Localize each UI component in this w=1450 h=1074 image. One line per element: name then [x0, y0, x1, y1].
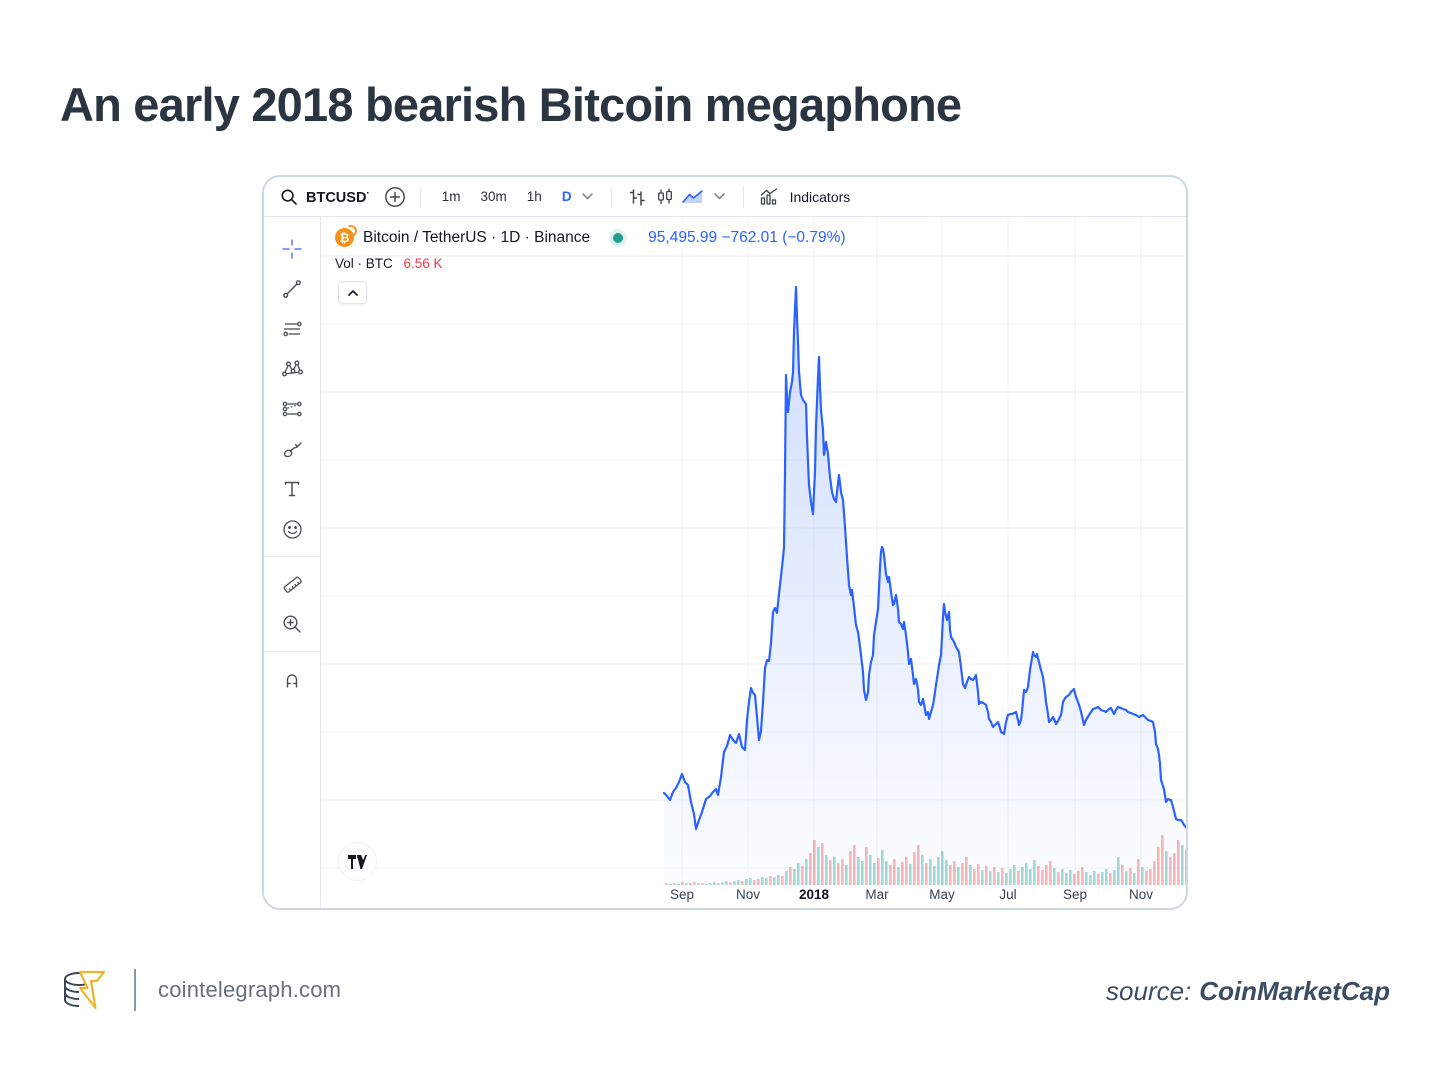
- time-axis[interactable]: Sep Nov 2018 Mar May Jul Sep Nov: [321, 883, 1186, 908]
- projection-tool-icon[interactable]: [264, 389, 320, 429]
- price-area-fill: [664, 287, 1186, 887]
- axis-label-may: May: [929, 887, 955, 902]
- axis-label-nov: Nov: [735, 887, 761, 902]
- xabcd-pattern-tool-icon[interactable]: [264, 349, 320, 389]
- axis-label-jul: Jul: [999, 887, 1017, 902]
- symbol-mark: ·: [366, 187, 370, 199]
- axis-label-sep: Sep: [1062, 887, 1088, 902]
- parallel-lines-tool-icon[interactable]: [264, 309, 320, 349]
- site-url: cointelegraph.com: [158, 977, 342, 1002]
- axis-label-sep: Sep: [669, 887, 695, 902]
- tradingview-panel: BTCUSD· 1m 30m 1h D: [262, 175, 1188, 910]
- trend-line-tool-icon[interactable]: [264, 269, 320, 309]
- ohlc-bars-style-icon[interactable]: [624, 184, 650, 210]
- timeframe-1d-active[interactable]: D: [561, 189, 572, 204]
- source-attribution: source: CoinMarketCap: [1106, 976, 1390, 1007]
- price-chart-svg: [321, 217, 1186, 887]
- indicators-icon[interactable]: [756, 184, 782, 210]
- emoji-tool-icon[interactable]: [264, 509, 320, 549]
- volume-label: Vol · BTC: [335, 256, 393, 271]
- measure-tool-icon[interactable]: [264, 564, 320, 604]
- collapse-legend-button[interactable]: [338, 281, 367, 304]
- symbol-search-button[interactable]: BTCUSD·: [306, 187, 370, 206]
- last-price: 95,495.99: [648, 228, 718, 246]
- axis-label-2018: 2018: [798, 887, 830, 902]
- toolbar-divider: [419, 185, 421, 208]
- source-name: CoinMarketCap: [1199, 976, 1390, 1006]
- crosshair-tool-icon[interactable]: [264, 229, 320, 269]
- indicators-button[interactable]: Indicators: [789, 188, 851, 205]
- search-icon[interactable]: [276, 184, 302, 210]
- rail-divider: [264, 556, 320, 557]
- toolbar-divider: [610, 185, 612, 208]
- bitcoin-icon: ₿: [335, 228, 354, 247]
- timeframe-1h[interactable]: 1h: [526, 189, 542, 204]
- price-line: [662, 285, 1186, 831]
- style-chevron-down-icon[interactable]: [713, 193, 725, 200]
- volume-bars: [665, 835, 1186, 885]
- price-change: −762.01 (−0.79%): [721, 228, 846, 246]
- chart-plot-area[interactable]: ₿ Bitcoin / TetherUS · 1D · Binance 95,4…: [321, 217, 1186, 908]
- timeframe-1m[interactable]: 1m: [441, 189, 461, 204]
- candlestick-style-icon[interactable]: [652, 184, 678, 210]
- footer-brand: cointelegraph.com: [58, 964, 341, 1016]
- zoom-in-tool-icon[interactable]: [264, 604, 320, 644]
- volume-legend: Vol · BTC 6.56 K: [335, 256, 443, 271]
- toolbar-divider: [742, 185, 744, 208]
- drawing-tool-rail: [264, 217, 321, 908]
- magnet-tool-icon[interactable]: [264, 659, 320, 699]
- timeframe-30m[interactable]: 30m: [480, 189, 507, 204]
- compare-add-icon[interactable]: [382, 184, 408, 210]
- rail-divider: [264, 651, 320, 652]
- cointelegraph-logo-icon: [58, 964, 110, 1016]
- text-tool-icon[interactable]: [264, 469, 320, 509]
- axis-label-nov: Nov: [1128, 887, 1154, 902]
- source-label: source:: [1106, 976, 1192, 1006]
- legend-title[interactable]: Bitcoin / TetherUS · 1D · Binance: [363, 228, 591, 246]
- timeframe-chevron-down-icon[interactable]: [581, 193, 593, 200]
- footer-divider: [134, 969, 136, 1011]
- chart-toolbar: BTCUSD· 1m 30m 1h D: [264, 177, 1186, 217]
- tradingview-logo[interactable]: [338, 842, 377, 881]
- chart-legend: ₿ Bitcoin / TetherUS · 1D · Binance 95,4…: [335, 228, 846, 247]
- brush-tool-icon[interactable]: [264, 429, 320, 469]
- legend-price-values: 95,495.99 −762.01 (−0.79%): [648, 229, 845, 247]
- area-style-icon-active[interactable]: [680, 184, 706, 210]
- page-title: An early 2018 bearish Bitcoin megaphone: [60, 78, 962, 132]
- axis-label-mar: Mar: [865, 887, 889, 902]
- volume-value: 6.56 K: [403, 256, 443, 271]
- market-status-dot-icon: [613, 232, 624, 243]
